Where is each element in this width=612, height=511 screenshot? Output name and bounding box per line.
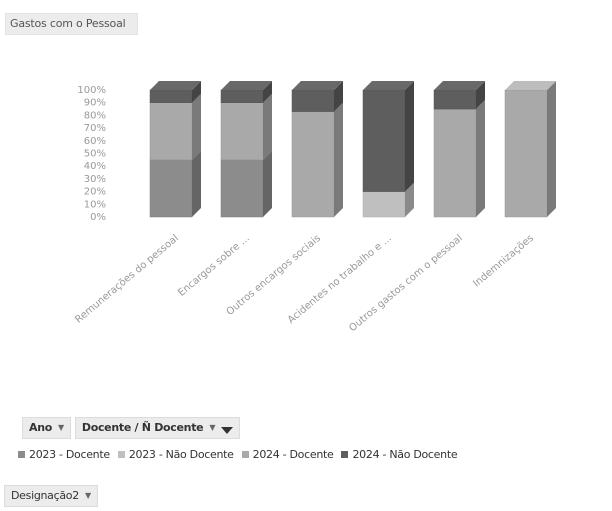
bar-top-face [292,81,343,90]
legend-swatch [18,451,25,458]
y-tick-label: 50% [84,149,106,160]
legend-label: 2023 - Não Docente [128,448,234,461]
docente-filter-label: Docente / Ñ Docente [81,421,204,434]
legend-item[interactable]: 2023 - Não Docente [117,448,234,461]
bar-segment [291,89,335,112]
bar-segment-side [476,81,485,110]
bar-segment [149,102,193,161]
bar-segment [149,159,193,218]
legend-label: 2024 - Não Docente [352,448,458,461]
y-tick-label: 70% [84,123,106,134]
x-category-label: Outros gastos com o pessoal [347,233,465,334]
bar-top-face [221,81,272,90]
bar-segment [433,89,477,110]
y-tick-label: 40% [84,161,106,172]
bar-segment-side [192,81,201,103]
bar-top-face [150,81,201,90]
legend-swatch [241,451,249,458]
bar-segment-side [263,81,272,103]
x-category-label: Remunerações do pessoal [73,233,181,326]
bar-top-face [505,81,556,90]
filter-funnel-icon [221,426,234,434]
y-tick-label: 10% [84,199,106,210]
bar-segment [362,191,406,218]
bar-segment-side [263,150,272,217]
y-tick-label: 0% [90,212,106,223]
legend-swatch [341,451,349,458]
chart-legend: 2023 - Docente 2023 - Não Docente 2024 - D… [18,448,458,461]
bar-segment [220,102,264,161]
bar-segment [504,89,548,218]
x-category-label: Encargos sobre ... [176,233,252,299]
y-tick-label: 100% [77,85,106,96]
filter-row: Ano ▼ Docente / Ñ Docente ▼ [22,417,241,439]
bar-segment-side [405,81,414,192]
bar-segment-side [192,150,201,217]
legend-item[interactable]: 2024 - Docente [241,448,334,461]
chevron-down-icon: ▼ [58,423,64,432]
docente-filter-button[interactable]: Docente / Ñ Docente ▼ [74,417,241,439]
legend-item[interactable]: 2023 - Docente [18,448,110,461]
legend-label: 2023 - Docente [29,448,110,461]
bar-segment-side [334,81,343,112]
bar-segment [362,89,406,192]
legend-label: 2024 - Docente [252,448,334,461]
bar-segment-side [476,100,485,217]
chevron-down-icon: ▼ [209,423,216,432]
chart-title: Gastos com o Pessoal [5,13,139,35]
bar-top-face [434,81,485,90]
legend-item[interactable]: 2024 - Não Docente [341,448,458,461]
bar-segment-side [334,102,343,217]
y-tick-label: 80% [84,110,106,121]
ano-filter-label: Ano [29,421,53,434]
y-tick-label: 60% [84,136,106,147]
designacao-filter-button[interactable]: Designação2 ▼ [4,485,98,507]
bar-segment [220,159,264,218]
bar-segment-side [547,81,556,217]
legend-swatch [117,451,125,458]
bar-segment-side [405,182,414,217]
bar-segment-side [192,93,201,160]
bar-segment [291,111,335,218]
chevron-down-icon: ▼ [84,491,91,500]
y-tick-label: 30% [84,174,106,185]
ano-filter-button[interactable]: Ano ▼ [22,417,71,439]
bar-segment [433,108,477,218]
x-category-label: Indemnizações [471,233,536,290]
designacao-filter-label: Designação2 [11,489,79,502]
bar-segment [220,89,264,103]
bar-segment-side [263,93,272,160]
bar-segment [149,89,193,103]
stacked-bar-chart: 0% 10%20% 30% 40%50% 60% 70% 80%90% 100% Remuner… [73,81,556,334]
y-tick-label: 20% [84,187,106,198]
y-tick-label: 90% [84,98,106,109]
bar-top-face [363,81,414,90]
